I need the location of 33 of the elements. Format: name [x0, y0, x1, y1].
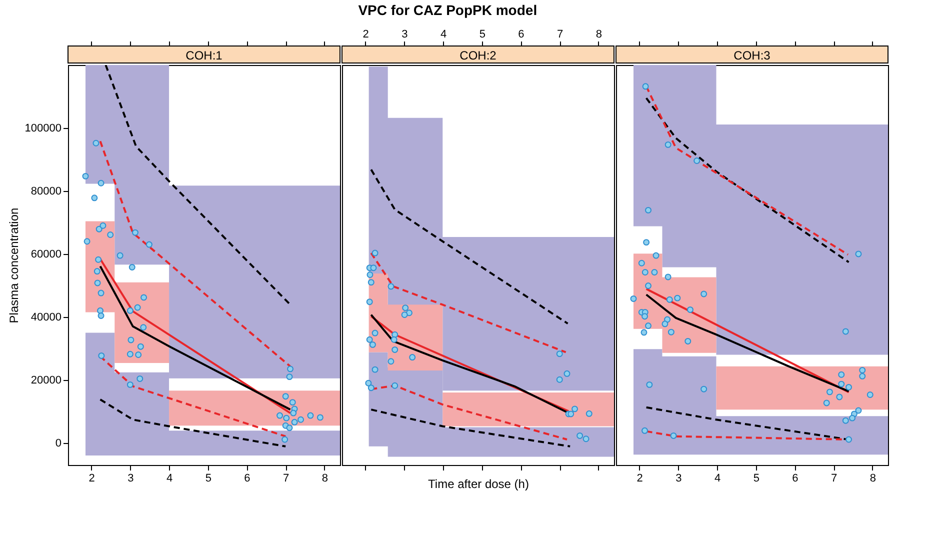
x-tick-label: 5 — [479, 28, 486, 40]
y-tick-label: 40000 — [30, 311, 62, 324]
y-tick-label: 60000 — [30, 248, 62, 260]
x-axis-title: Time after dose (h) — [428, 477, 529, 491]
x-tick-label: 3 — [128, 472, 134, 484]
x-tick-label: 4 — [714, 472, 721, 484]
x-tick-label: 4 — [440, 28, 447, 40]
x-tick-label: 6 — [792, 472, 798, 484]
x-tick-label: 2 — [88, 472, 95, 484]
text: VPC for CAZ PopPK model — [358, 2, 538, 18]
x-tick-label: 4 — [166, 472, 173, 484]
y-tick-label: 0 — [55, 437, 62, 450]
x-tick-label: 3 — [402, 28, 408, 40]
chart-title: COH:1 — [186, 48, 223, 62]
x-tick-label: 5 — [205, 472, 212, 484]
x-tick-label: 8 — [596, 28, 602, 40]
x-tick-label: 8 — [322, 472, 328, 484]
y-tick-label: 100000 — [24, 122, 62, 134]
y-tick-label: 20000 — [30, 374, 62, 386]
y-axis-title: Plasma concentration — [6, 208, 21, 324]
x-tick-label: 8 — [870, 472, 876, 484]
x-tick-label: 2 — [362, 28, 369, 40]
y-tick-label: 80000 — [30, 185, 62, 198]
x-tick-label: 6 — [244, 472, 250, 484]
x-tick-label: 2 — [636, 472, 643, 484]
chart-title: COH:2 — [460, 48, 497, 62]
x-tick-label: 3 — [676, 472, 682, 484]
x-tick-label: 7 — [831, 472, 838, 484]
chart-title: COH:3 — [734, 48, 771, 62]
x-tick-label: 7 — [283, 472, 290, 484]
x-tick-label: 7 — [557, 28, 564, 40]
x-tick-label: 6 — [518, 28, 524, 40]
x-tick-label: 5 — [753, 472, 760, 484]
